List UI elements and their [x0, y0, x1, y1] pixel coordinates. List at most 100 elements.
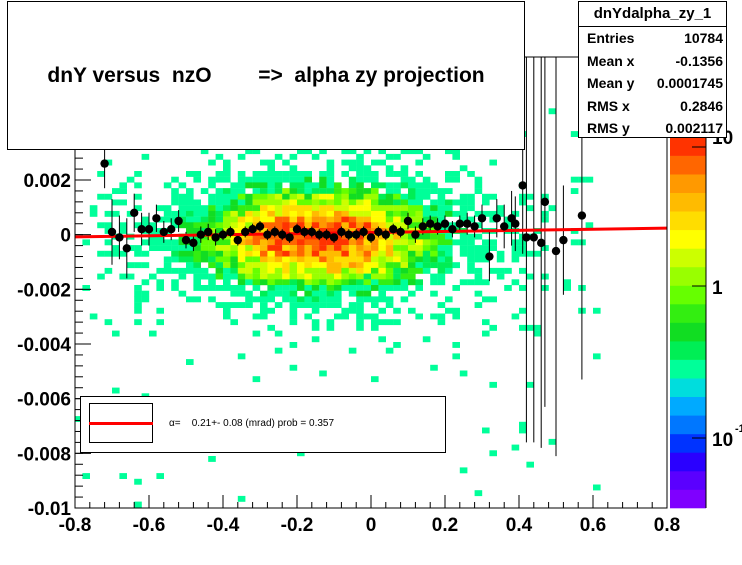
heatmap-cell [474, 182, 483, 189]
heatmap-cell [230, 245, 238, 251]
heatmap-cell [326, 302, 335, 308]
heatmap-cell [178, 245, 187, 251]
heatmap-cell [104, 210, 113, 217]
heatmap-cell [378, 319, 386, 326]
heatmap-cell [519, 427, 527, 434]
heatmap-cell [356, 171, 364, 177]
heatmap-cell [452, 307, 460, 314]
heatmap-cell [393, 210, 401, 217]
heatmap-cell [363, 290, 372, 297]
heatmap-cell [430, 205, 438, 212]
heatmap-cell [548, 108, 557, 115]
heatmap-cell [223, 256, 231, 263]
heatmap-cell [334, 273, 342, 280]
heatmap-cell [393, 222, 401, 229]
heatmap-cell [400, 239, 409, 246]
heatmap-cell [393, 193, 401, 200]
heatmap-cell [89, 205, 98, 212]
heatmap-cell [223, 245, 231, 251]
heatmap-cell [385, 279, 394, 286]
heatmap-cell [289, 188, 298, 194]
heatmap-cell [393, 171, 401, 177]
heatmap-cell [208, 256, 216, 263]
data-point [137, 225, 146, 234]
heatmap-cell [371, 222, 379, 229]
heatmap-cell [297, 171, 305, 177]
heatmap-cell [422, 256, 431, 263]
heatmap-cell [178, 267, 187, 274]
heatmap-cell [141, 239, 150, 246]
heatmap-cell [452, 239, 460, 246]
heatmap-cell [334, 290, 342, 297]
heatmap-cell [119, 199, 127, 206]
x-tick-label: 0.6 [580, 515, 606, 536]
data-point [218, 230, 228, 239]
heatmap-cell [356, 319, 364, 326]
heatmap-cell [363, 193, 372, 200]
stats-value: 0.2846 [680, 97, 723, 114]
heatmap-cell [223, 199, 231, 206]
heatmap-cell [267, 239, 275, 246]
data-point [381, 230, 390, 239]
heatmap-cell [400, 273, 409, 280]
heatmap-cell [489, 193, 497, 200]
heatmap-cell [533, 324, 542, 331]
heatmap-cell [252, 193, 261, 200]
heatmap-cell [504, 267, 512, 274]
heatmap-cell [200, 205, 209, 212]
heatmap-cell [393, 182, 401, 189]
heatmap-cell [186, 222, 194, 229]
heatmap-cell [570, 188, 579, 194]
data-point [248, 225, 257, 234]
data-point [107, 227, 117, 237]
heatmap-cell [437, 245, 446, 251]
data-point [241, 227, 250, 237]
heatmap-cell [400, 256, 409, 263]
heatmap-cell [548, 205, 557, 212]
heatmap-cell [348, 302, 357, 308]
heatmap-cell [297, 193, 305, 200]
heatmap-cell [378, 279, 386, 286]
heatmap-cell [422, 239, 431, 246]
heatmap-cell [408, 239, 416, 246]
heatmap-cell [149, 222, 157, 229]
heatmap-cell [422, 262, 431, 269]
heatmap-cell [304, 210, 312, 217]
heatmap-cell [104, 250, 113, 257]
heatmap-cell [297, 302, 305, 308]
heatmap-cell [260, 216, 268, 223]
heatmap-cell [371, 302, 379, 308]
heatmap-cell [304, 193, 312, 200]
heatmap-cell [252, 376, 261, 383]
heatmap-cell [371, 319, 379, 326]
heatmap-cell [297, 222, 305, 229]
palette-swatch [670, 266, 706, 286]
heatmap-cell [223, 267, 231, 274]
heatmap-cell [304, 216, 312, 223]
heatmap-cell [267, 290, 275, 297]
heatmap-cell [459, 370, 468, 377]
heatmap-cell [356, 176, 364, 183]
heatmap-cell [371, 376, 379, 383]
heatmap-cell [311, 250, 320, 257]
heatmap-cell [112, 199, 120, 206]
heatmap-cell [252, 171, 261, 177]
heatmap-cell [437, 273, 446, 280]
heatmap-cell [97, 250, 105, 257]
heatmap-cell [193, 279, 201, 286]
heatmap-cell [282, 199, 290, 206]
heatmap-cell [334, 188, 342, 194]
heatmap-cell [252, 245, 261, 251]
heatmap-cell [363, 262, 372, 269]
heatmap-cell [319, 239, 327, 246]
heatmap-cell [326, 250, 335, 257]
heatmap-cell [156, 245, 164, 251]
heatmap-cell [178, 222, 187, 229]
heatmap-cell [326, 193, 335, 200]
heatmap-cell [282, 267, 290, 274]
heatmap-cell [112, 387, 120, 394]
heatmap-cell [223, 239, 231, 246]
heatmap-cell [408, 222, 416, 229]
heatmap-cell [341, 273, 349, 280]
heatmap-cell [193, 296, 201, 303]
